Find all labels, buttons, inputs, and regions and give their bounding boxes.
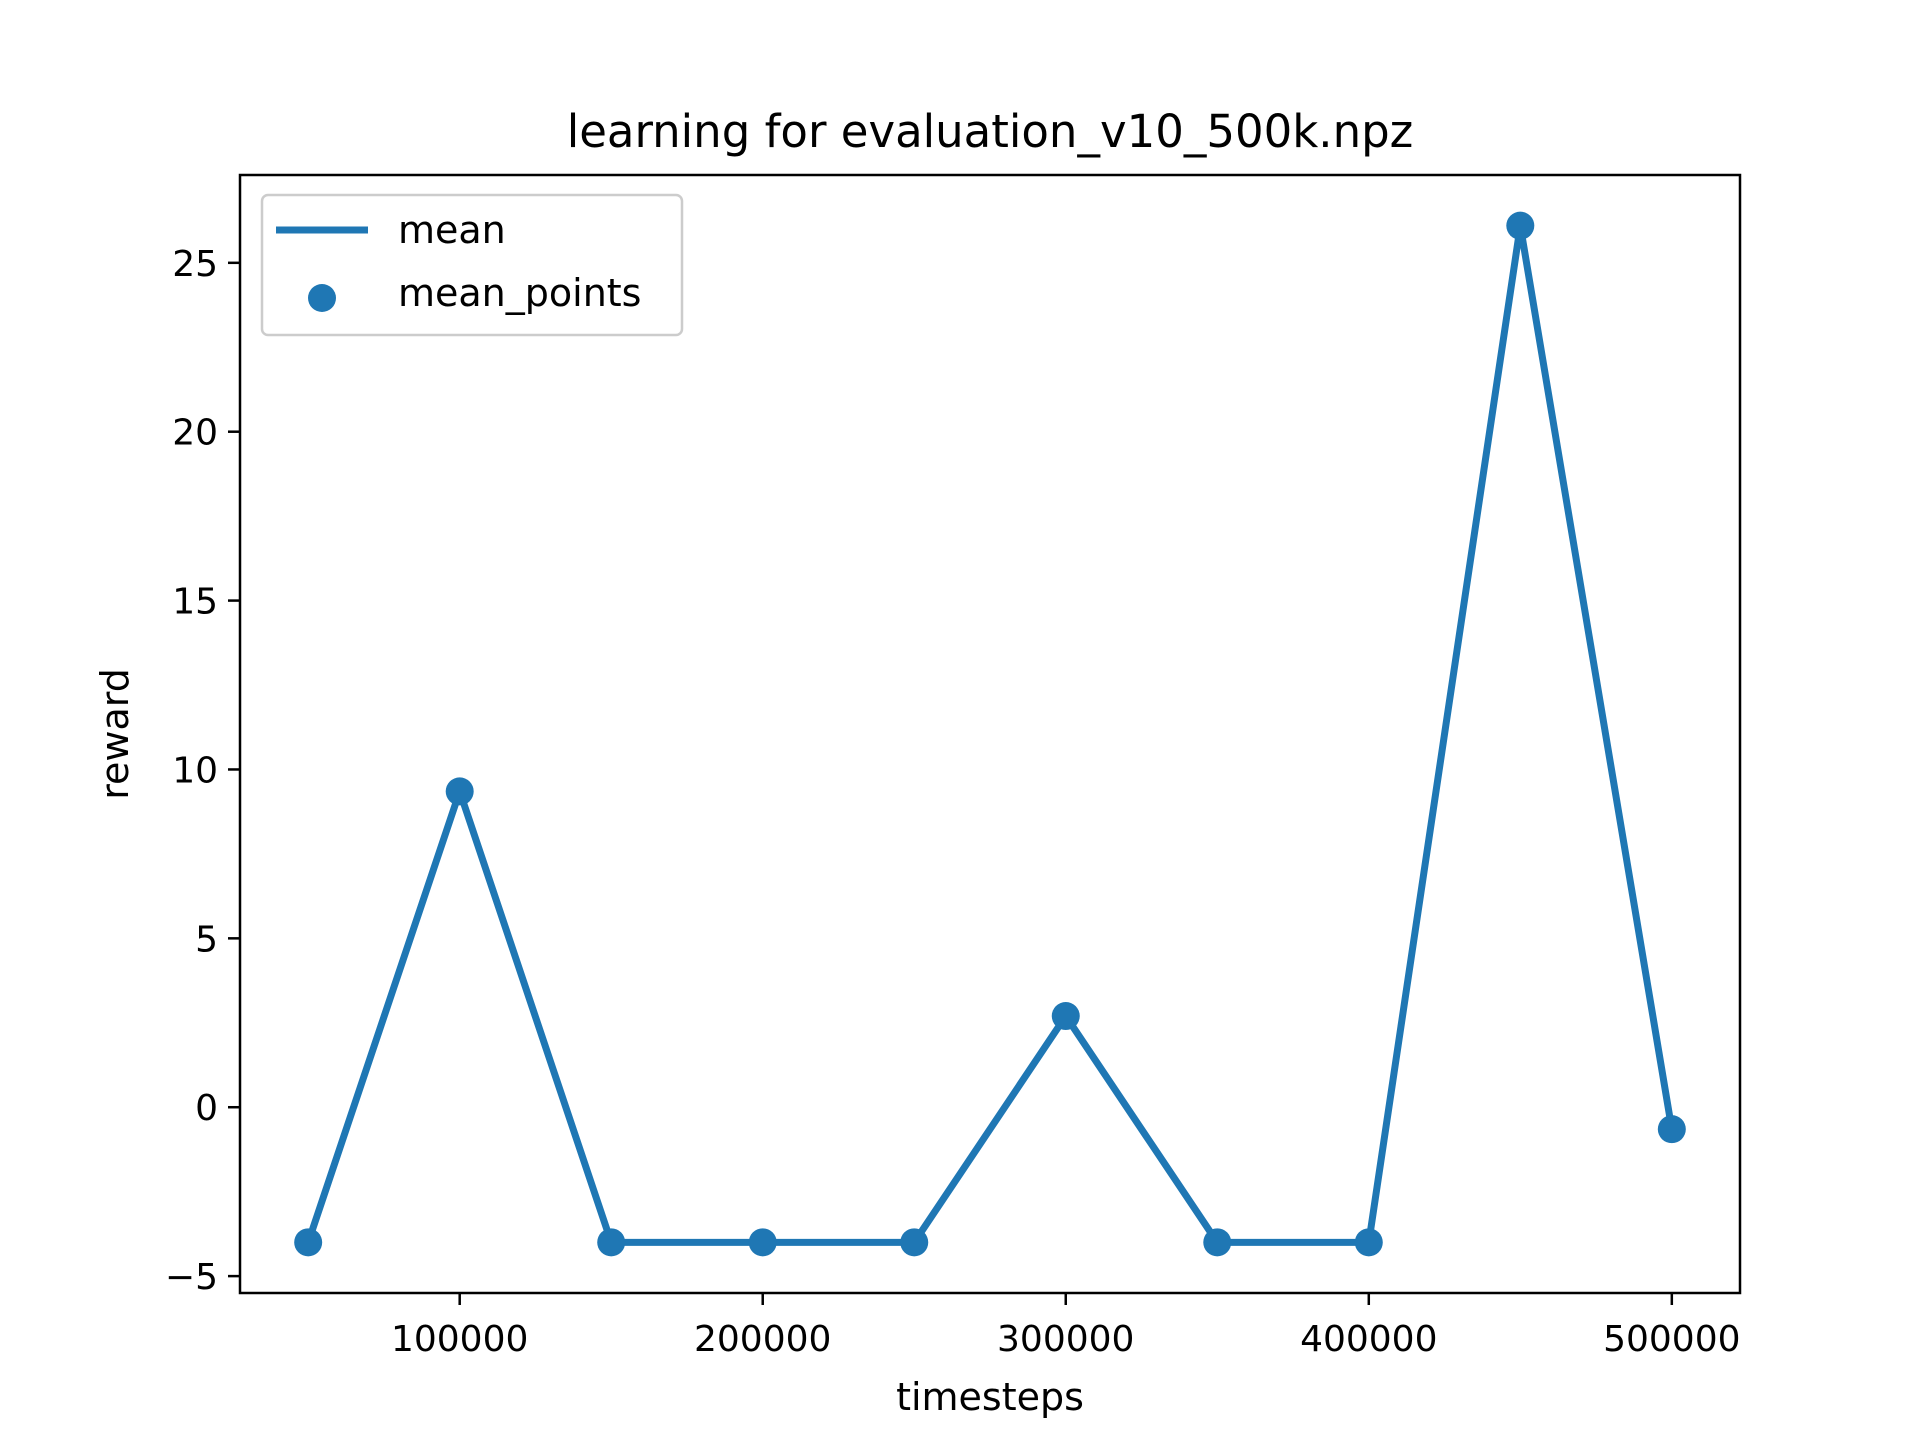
- data-point: [445, 777, 474, 806]
- x-tick-label: 300000: [997, 1319, 1134, 1360]
- legend-label-mean: mean: [398, 208, 506, 252]
- x-tick-label: 500000: [1603, 1319, 1740, 1360]
- data-point: [1657, 1115, 1686, 1144]
- data-point: [900, 1228, 929, 1257]
- legend-marker-swatch: [308, 284, 336, 312]
- y-tick-label: −5: [165, 1257, 218, 1298]
- y-tick-label: 0: [195, 1088, 218, 1129]
- data-point: [1506, 211, 1535, 240]
- y-tick-label: 25: [172, 244, 218, 285]
- series-line-mean: [304, 225, 1676, 1246]
- x-tick-label: 100000: [391, 1319, 528, 1360]
- data-point: [294, 1228, 323, 1257]
- series-layer: [294, 211, 1686, 1257]
- y-tick-label: 5: [195, 919, 218, 960]
- data-point: [1203, 1228, 1232, 1257]
- legend: mean mean_points: [260, 193, 684, 337]
- y-tick-label: 20: [172, 413, 218, 454]
- x-axis: 100000 200000 300000 400000 500000: [391, 1293, 1741, 1360]
- legend-label-mean-points: mean_points: [398, 271, 641, 315]
- chart-title: learning for evaluation_v10_500k.npz: [567, 105, 1414, 158]
- y-tick-label: 15: [172, 582, 218, 623]
- data-point: [597, 1228, 626, 1257]
- y-tick-label: 10: [172, 750, 218, 791]
- x-axis-label: timesteps: [896, 1375, 1084, 1419]
- data-point: [748, 1228, 777, 1257]
- plot-area-frame: [238, 173, 1742, 1295]
- x-tick-label: 200000: [694, 1319, 831, 1360]
- x-tick-label: 400000: [1300, 1319, 1437, 1360]
- data-point: [1051, 1002, 1080, 1031]
- y-axis: −5 0 5 10 15 20 25: [165, 244, 240, 1298]
- data-point: [1354, 1228, 1383, 1257]
- y-axis-label: reward: [93, 668, 137, 800]
